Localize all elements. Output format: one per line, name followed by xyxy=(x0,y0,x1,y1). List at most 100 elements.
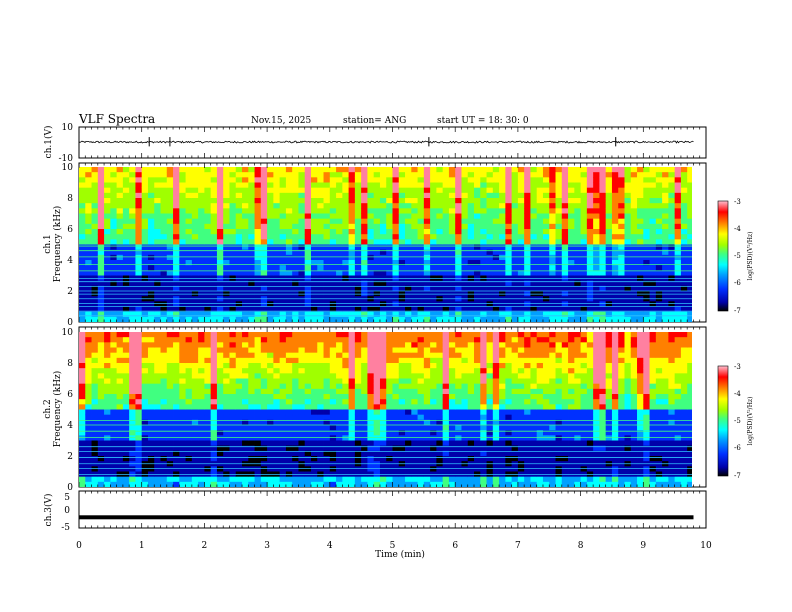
spectrogram-cell xyxy=(310,223,318,230)
spectrogram-cell xyxy=(524,223,531,230)
spectrogram-cell xyxy=(555,187,563,194)
spectrogram-cell xyxy=(216,440,224,447)
spectrogram-cell xyxy=(643,177,650,183)
spectrogram-cell xyxy=(141,476,149,483)
ch1-cbar-tick-4: -4 xyxy=(734,225,741,233)
spectrogram-cell xyxy=(292,456,299,462)
spectrogram-cell xyxy=(354,234,362,240)
spectrogram-cell xyxy=(154,476,161,483)
spectrogram-cell xyxy=(223,445,230,452)
spectrogram-cell xyxy=(173,476,180,483)
spectrogram-cell xyxy=(279,404,287,410)
spectrogram-cell xyxy=(467,265,475,271)
spectrogram-cell xyxy=(354,203,362,209)
spectrogram-cell xyxy=(310,419,318,426)
spectrogram-cell xyxy=(411,172,418,178)
spectrogram-cell xyxy=(511,254,519,261)
spectrogram-cell xyxy=(336,440,343,447)
spectrogram-cell xyxy=(492,440,500,447)
spectrogram-cell xyxy=(135,244,143,251)
spectrogram-cell xyxy=(405,285,412,292)
spectrogram-cell xyxy=(292,223,299,230)
spectrogram-cell xyxy=(455,419,462,426)
spectrogram-cell xyxy=(361,430,368,436)
spectrogram-cell xyxy=(79,192,86,199)
spectrogram-cell xyxy=(649,167,657,173)
spectrogram-cell xyxy=(599,306,607,313)
spectrogram-cell xyxy=(248,388,255,395)
spectrogram-cell xyxy=(160,203,168,209)
spectrogram-cell xyxy=(323,394,331,400)
spectrogram-cell xyxy=(436,280,444,287)
spectrogram-cell xyxy=(85,249,92,256)
spectrogram-cell xyxy=(492,383,500,390)
spectrogram-cell xyxy=(423,404,431,410)
spectrogram-cell xyxy=(260,399,268,405)
spectrogram-cell xyxy=(210,192,218,199)
spectrogram-cell xyxy=(436,476,444,483)
spectrogram-cell xyxy=(630,203,638,209)
spectrogram-cell xyxy=(154,347,161,354)
spectrogram-cell xyxy=(361,203,368,209)
spectrogram-cell xyxy=(160,383,168,390)
spectrogram-cell xyxy=(122,404,130,410)
spectrogram-cell xyxy=(511,260,519,266)
spectrogram-cell xyxy=(110,456,118,462)
ch1-ytick-2: 2 xyxy=(67,287,73,297)
spectrogram-cell xyxy=(555,172,563,178)
spectrogram-cell xyxy=(411,440,418,447)
spectrogram-cell xyxy=(568,182,575,189)
spectrogram-cell xyxy=(611,270,619,276)
spectrogram-cell xyxy=(505,187,513,194)
spectrogram-cell xyxy=(348,430,356,436)
spectrogram-cell xyxy=(91,265,99,271)
spectrogram-cell xyxy=(210,409,218,416)
spectrogram-cell xyxy=(549,270,556,276)
spectrogram-cell xyxy=(442,419,450,426)
spectrogram-cell xyxy=(373,198,381,204)
spectrogram-cell xyxy=(116,388,124,395)
spectrogram-cell xyxy=(417,363,425,369)
spectrogram-cell xyxy=(129,213,136,220)
spectrogram-cell xyxy=(474,409,481,416)
spectrogram-cell xyxy=(455,234,462,240)
spectrogram-cell xyxy=(248,223,255,230)
spectrogram-cell xyxy=(242,347,249,354)
spectrogram-cell xyxy=(304,187,312,194)
spectrogram-cell xyxy=(85,414,92,421)
spectrogram-cell xyxy=(122,357,130,364)
spectrogram-cell xyxy=(85,430,92,436)
spectrogram-cell xyxy=(605,270,613,276)
spectrogram-cell xyxy=(235,239,243,245)
spectrogram-cell xyxy=(586,316,594,322)
spectrogram-cell xyxy=(235,450,243,457)
spectrogram-cell xyxy=(166,399,174,405)
spectrogram-cell xyxy=(116,260,124,266)
spectrogram-cell xyxy=(248,342,255,348)
spectrogram-cell xyxy=(373,466,381,472)
spectrogram-cell xyxy=(166,373,174,379)
spectrogram-cell xyxy=(467,419,475,426)
spectrogram-cell xyxy=(166,265,174,271)
spectrogram-cell xyxy=(436,203,444,209)
spectrogram-cell xyxy=(147,368,155,374)
spectrogram-cell xyxy=(618,177,625,183)
spectrogram-cell xyxy=(624,187,632,194)
spectrogram-cell xyxy=(285,223,293,230)
spectrogram-cell xyxy=(242,430,249,436)
spectrogram-cell xyxy=(461,306,469,313)
spectrogram-cell xyxy=(329,347,337,354)
spectrogram-cell xyxy=(405,218,412,225)
spectrogram-cell xyxy=(273,254,281,261)
spectrogram-cell xyxy=(687,316,692,322)
spectrogram-cell xyxy=(154,363,161,369)
spectrogram-cell xyxy=(329,187,337,194)
spectrogram-cell xyxy=(85,301,92,307)
spectrogram-cell xyxy=(367,260,375,266)
spectrogram-cell xyxy=(580,208,588,214)
spectrogram-cell xyxy=(160,481,168,487)
spectrogram-cell xyxy=(448,466,456,472)
spectrogram-cell xyxy=(260,316,268,322)
spectrogram-cell xyxy=(379,456,387,462)
spectrogram-cell xyxy=(354,414,362,421)
